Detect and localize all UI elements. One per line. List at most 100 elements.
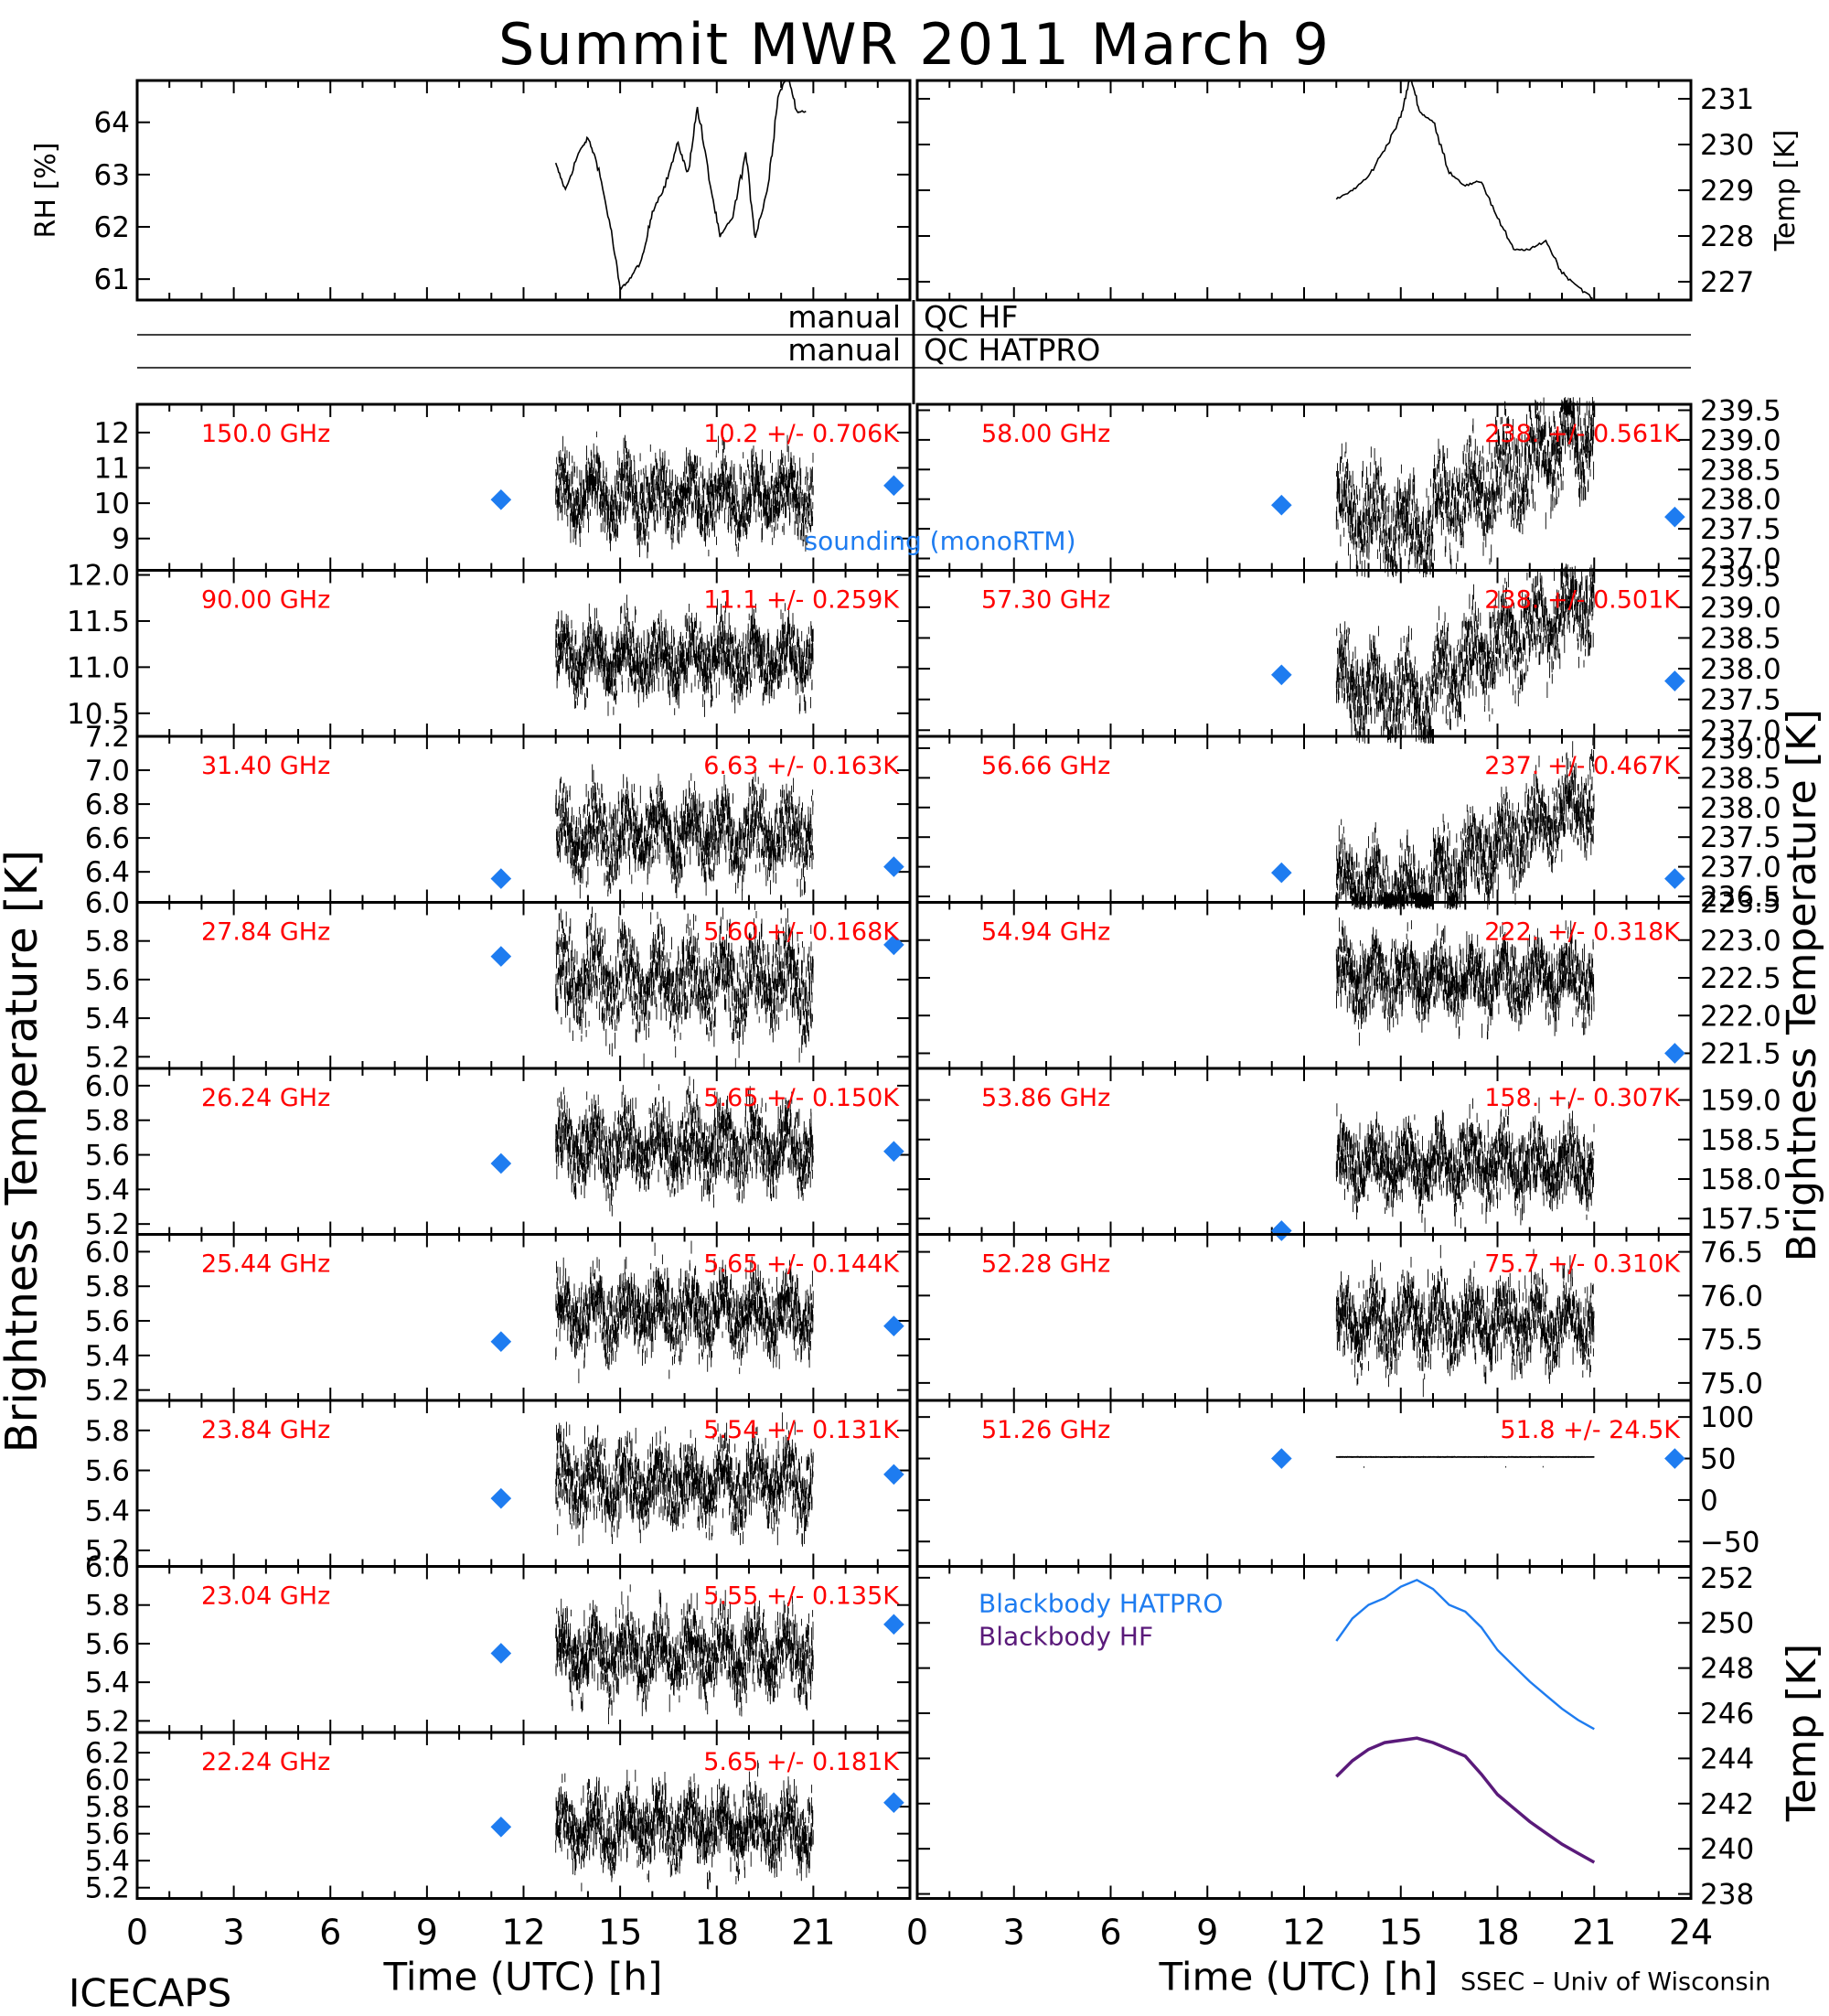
y-tick-label: 76.5: [1700, 1237, 1763, 1270]
y-tick-label: 11.0: [67, 651, 130, 684]
y-tick-label: 5.6: [85, 1455, 130, 1488]
qc-hatpro-label: QC HATPRO: [924, 332, 1100, 368]
y-tick-label: 5.8: [85, 1791, 130, 1824]
y-tick-label: 222.5: [1700, 962, 1781, 995]
sounding-marker: [883, 1614, 904, 1635]
y-tick-label: 100: [1700, 1401, 1754, 1434]
y-tick-label: 237.5: [1700, 821, 1781, 854]
tb-points: [555, 900, 814, 1070]
y-tick-label: 237.5: [1700, 513, 1781, 546]
stats-label: 5.55 +/- 0.135K: [703, 1582, 900, 1611]
x-tick-label: 18: [1475, 1913, 1519, 1953]
y-tick-label: 237.0: [1700, 543, 1781, 576]
freq-label: 57.30 GHz: [981, 586, 1110, 615]
freq-label: 22.24 GHz: [201, 1748, 330, 1776]
sounding-marker: [490, 868, 512, 889]
sounding-marker: [1664, 1448, 1685, 1469]
freq-label: 51.26 GHz: [981, 1416, 1110, 1444]
y-tick-label: 244: [1700, 1743, 1754, 1775]
y-tick-label: 61: [94, 263, 130, 296]
sounding-marker: [883, 1315, 904, 1337]
blackbody-line: [1335, 1736, 1596, 1864]
bb-axis-label: Temp [K]: [1779, 1644, 1825, 1822]
tb-axis-label-left: Brightness Temperature [K]: [0, 850, 48, 1453]
y-tick-label: 9: [112, 523, 130, 556]
y-tick-label: 5.4: [85, 1495, 130, 1528]
x-axis-label: Time (UTC) [h]: [383, 1955, 663, 2000]
y-tick-label: 5.4: [85, 1340, 130, 1373]
y-tick-label: 6.0: [85, 887, 130, 920]
sounding-marker: [883, 856, 904, 877]
y-tick-label: 239.5: [1700, 561, 1781, 594]
sounding-marker: [883, 475, 904, 497]
y-tick-label: 250: [1700, 1607, 1754, 1640]
freq-label: 27.84 GHz: [201, 918, 330, 947]
tb-points: [555, 1584, 814, 1724]
temp-axis-label: Temp [K]: [1770, 130, 1802, 252]
y-tick-label: 5.2: [85, 1872, 130, 1905]
y-tick-label: 5.4: [85, 1845, 130, 1878]
freq-label: 23.04 GHz: [201, 1582, 330, 1611]
sounding-marker: [883, 1792, 904, 1814]
tb-points: [555, 431, 814, 559]
x-tick-label: 12: [1282, 1913, 1326, 1953]
y-tick-label: 6.6: [85, 822, 130, 855]
rh-line: [554, 80, 807, 290]
sounding-marker: [883, 1464, 904, 1485]
y-tick-label: 63: [94, 159, 130, 192]
tb-points: [555, 1076, 814, 1217]
y-tick-label: 0: [1700, 1485, 1718, 1517]
y-tick-label: 238.5: [1700, 622, 1781, 655]
y-tick-label: 5.2: [85, 1535, 130, 1568]
tb-points: [1335, 397, 1595, 578]
y-tick-label: 239.5: [1700, 394, 1781, 427]
y-tick-label: 6.0: [85, 1551, 130, 1584]
panel-rh: [135, 79, 912, 302]
stats-label: 6.63 +/- 0.163K: [703, 752, 900, 780]
tb-points: [555, 1412, 814, 1547]
y-tick-label: 248: [1700, 1653, 1754, 1686]
stats-label: 238. +/- 0.501K: [1484, 586, 1681, 615]
x-axis-label: Time (UTC) [h]: [1159, 1955, 1439, 2000]
x-tick-label: 15: [598, 1913, 642, 1953]
x-tick-label: 3: [223, 1913, 245, 1953]
y-tick-label: 12.0: [67, 560, 130, 593]
x-tick-label: 9: [1196, 1913, 1218, 1953]
y-tick-label: 5.8: [85, 926, 130, 959]
stats-label: 75.7 +/- 0.310K: [1484, 1250, 1681, 1279]
y-tick-label: 237.5: [1700, 684, 1781, 717]
stats-label: 10.2 +/- 0.706K: [703, 420, 900, 448]
sounding-marker: [1664, 506, 1685, 528]
y-tick-label: 62: [94, 211, 130, 244]
sounding-marker: [490, 1331, 512, 1353]
y-tick-label: 228: [1700, 220, 1754, 253]
y-tick-label: 6.8: [85, 788, 130, 821]
sounding-marker: [490, 1487, 512, 1509]
temp-line: [1335, 80, 1593, 299]
y-tick-label: 158.5: [1700, 1124, 1781, 1157]
sounding-marker: [490, 1816, 512, 1838]
tb-points: [1335, 1455, 1595, 1468]
y-tick-label: 239.0: [1700, 592, 1781, 625]
y-tick-label: 238: [1700, 1879, 1754, 1912]
tb-points: [1335, 1245, 1595, 1398]
footer-right: SSEC – Univ of Wisconsin: [1460, 1968, 1770, 1997]
y-tick-label: 238.0: [1700, 792, 1781, 825]
x-tick-label: 3: [1003, 1913, 1025, 1953]
freq-label: 31.40 GHz: [201, 752, 330, 780]
freq-label: 52.28 GHz: [981, 1250, 1110, 1279]
x-tick-label: 18: [695, 1913, 739, 1953]
y-tick-label: 5.8: [85, 1590, 130, 1623]
tb-points: [555, 1760, 814, 1892]
freq-label: 58.00 GHz: [981, 420, 1110, 448]
y-tick-label: 223.0: [1700, 925, 1781, 958]
y-tick-label: −50: [1700, 1526, 1759, 1559]
stats-label: 158. +/- 0.307K: [1484, 1084, 1681, 1112]
y-tick-label: 221.5: [1700, 1038, 1781, 1071]
y-tick-label: 76.0: [1700, 1280, 1763, 1313]
y-tick-label: 5.6: [85, 964, 130, 997]
y-tick-label: 12: [94, 417, 130, 450]
y-tick-label: 238.5: [1700, 454, 1781, 487]
